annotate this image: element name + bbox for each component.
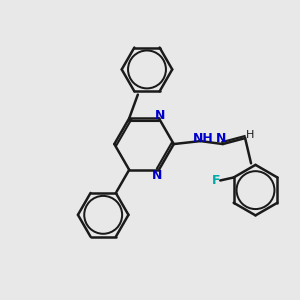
Text: H: H <box>246 130 255 140</box>
Text: N: N <box>216 132 226 145</box>
Text: N: N <box>155 109 166 122</box>
Text: F: F <box>212 174 220 187</box>
Text: N: N <box>152 169 163 182</box>
Text: NH: NH <box>193 132 213 145</box>
